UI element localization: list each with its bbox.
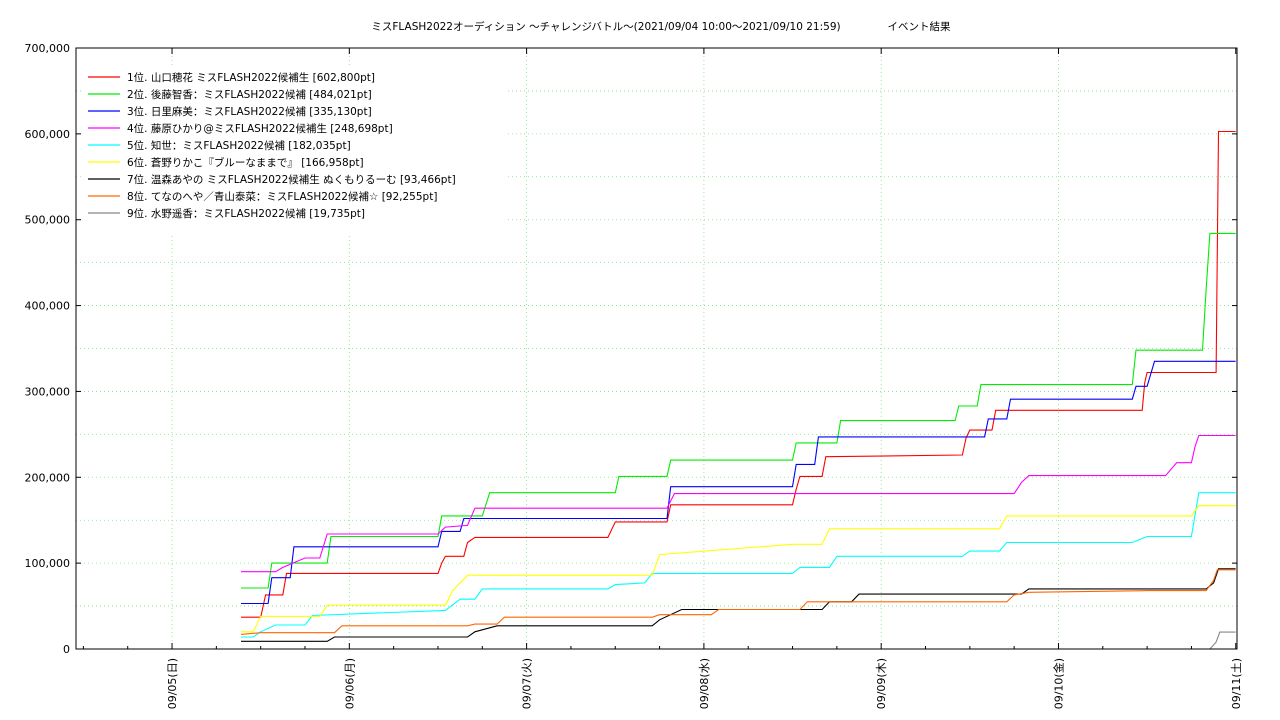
y-tick-label: 700,000 bbox=[25, 42, 71, 55]
legend-label: 7位. 温森あやの ミスFLASH2022候補生 ぬくもりるーむ [93,466… bbox=[127, 173, 456, 186]
plot-frame bbox=[75, 47, 1238, 650]
series-line-5 bbox=[241, 492, 1236, 638]
legend-label: 2位. 後藤智香：ミスFLASH2022候補 [484,021pt] bbox=[127, 88, 372, 101]
series-line-4 bbox=[241, 434, 1236, 573]
legend-label: 9位. 水野遥香：ミスFLASH2022候補 [19,735pt] bbox=[127, 207, 365, 220]
series-line-3 bbox=[241, 360, 1236, 605]
legend-label: 8位. てなのへや／青山泰菜：ミスFLASH2022候補☆ [92,255pt] bbox=[127, 190, 437, 203]
axes: 0 100,000 200,000 300,000 400,000 500,000 600,… bbox=[25, 42, 1243, 709]
x-tick-label: 09/11(土) bbox=[1230, 658, 1243, 709]
chart-subtitle: イベント結果 bbox=[888, 20, 951, 33]
x-tick-label: 09/10(金) bbox=[1051, 658, 1065, 709]
y-tick-label: 0 bbox=[63, 643, 70, 656]
x-tick-label: 09/06(月) bbox=[343, 658, 356, 709]
y-tick-label: 500,000 bbox=[25, 214, 71, 227]
series-line-9 bbox=[1209, 631, 1236, 650]
y-tick-label: 600,000 bbox=[25, 128, 71, 141]
x-tick-label: 09/07(火) bbox=[521, 658, 534, 709]
x-tick-label: 09/08(水) bbox=[698, 658, 711, 709]
y-tick-label: 100,000 bbox=[25, 557, 71, 570]
legend: 1位. 山口穂花 ミスFLASH2022候補生 [602,800pt] 2位. 後… bbox=[82, 67, 508, 235]
grid bbox=[76, 48, 1237, 649]
x-tick-label: 09/09(木) bbox=[875, 658, 888, 709]
x-tick-label: 09/05(日) bbox=[166, 658, 179, 709]
legend-label: 5位. 知世：ミスFLASH2022候補 [182,035pt] bbox=[127, 139, 351, 152]
legend-label: 4位. 藤原ひかり@ミスFLASH2022候補生 [248,698pt] bbox=[127, 122, 393, 135]
y-tick-label: 300,000 bbox=[25, 385, 71, 398]
legend-label: 6位. 蒼野りかこ『ブルーなままで』 [166,958pt] bbox=[127, 156, 364, 169]
chart-title: ミスFLASH2022オーディション 〜チャレンジバトル〜(2021/09/04… bbox=[371, 20, 840, 33]
series-line-8 bbox=[240, 569, 1236, 635]
series-line-2 bbox=[241, 232, 1236, 589]
series-layer bbox=[240, 130, 1236, 650]
legend-label: 3位. 日里麻美：ミスFLASH2022候補 [335,130pt] bbox=[127, 105, 372, 118]
y-tick-label: 200,000 bbox=[25, 471, 71, 484]
y-tick-label: 400,000 bbox=[25, 300, 71, 313]
legend-label: 1位. 山口穂花 ミスFLASH2022候補生 [602,800pt] bbox=[127, 71, 375, 84]
series-line-6 bbox=[241, 505, 1236, 633]
legend-background bbox=[82, 67, 508, 235]
series-line-7 bbox=[241, 568, 1236, 642]
series-line-1 bbox=[241, 130, 1236, 618]
